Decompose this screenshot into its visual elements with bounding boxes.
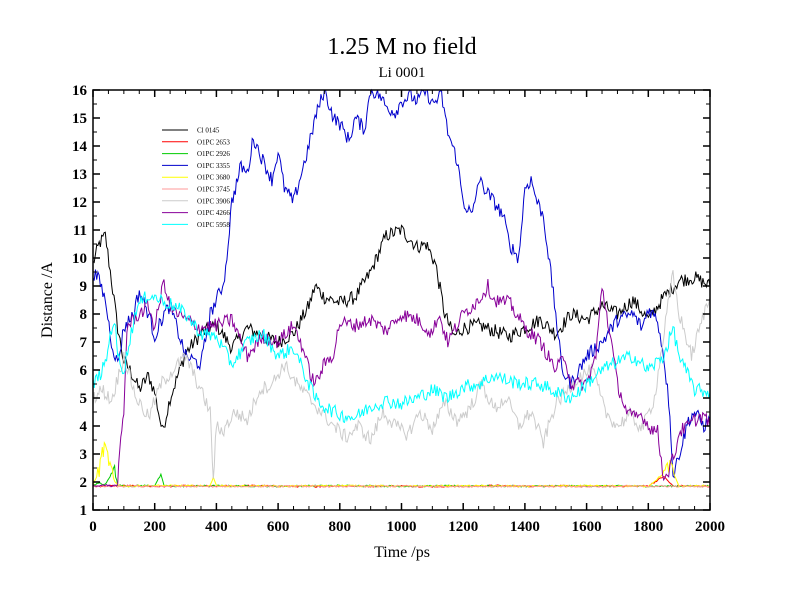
y-tick-label: 10 — [72, 251, 87, 267]
y-tick-label: 4 — [80, 419, 88, 435]
y-tick-label: 9 — [80, 279, 88, 295]
series-line-6 — [92, 270, 711, 479]
legend: Cl 0145 O1PC 2653 O1PC 2926 O1PC 3355 O1PC 3… — [162, 127, 230, 229]
y-tick-label: 11 — [73, 223, 87, 239]
x-axis-label: Time /ps — [374, 544, 430, 561]
x-tick-label: 1000 — [387, 519, 417, 535]
chart-subtitle: Li 0001 — [378, 65, 425, 81]
y-axis-label: Distance /A — [39, 262, 56, 338]
y-tick-label: 15 — [72, 111, 87, 127]
series-line-0 — [92, 224, 711, 428]
series-line-7 — [92, 279, 711, 488]
x-tick-label: 0 — [89, 519, 97, 535]
y-tick-label: 12 — [72, 195, 87, 211]
legend-label: O1PC 3906 — [197, 197, 230, 205]
y-tick-label: 2 — [80, 475, 88, 491]
y-tick-label: 1 — [80, 503, 88, 519]
series-line-2 — [92, 463, 711, 488]
x-tick-label: 1200 — [448, 519, 478, 535]
series-line-4 — [92, 440, 711, 488]
legend-label: O1PC 2653 — [197, 138, 230, 146]
series-layer — [92, 88, 711, 489]
legend-label: O1PC 3355 — [197, 162, 230, 170]
x-tick-label: 200 — [143, 519, 166, 535]
chart-title: 1.25 M no field — [327, 34, 476, 60]
x-tick-label: 400 — [205, 519, 228, 535]
legend-label: O1PC 2926 — [197, 150, 230, 158]
series-line-8 — [92, 291, 711, 424]
legend-label: O1PC 5958 — [197, 221, 230, 229]
legend-label: O1PC 3680 — [197, 174, 230, 182]
y-tick-label: 16 — [72, 83, 88, 99]
plot-frame — [92, 89, 711, 511]
legend-label: O1PC 3745 — [197, 186, 230, 194]
y-tick-label: 14 — [72, 139, 88, 155]
x-tick-label: 1600 — [572, 519, 602, 535]
y-tick-label: 5 — [80, 391, 88, 407]
y-tick-label: 13 — [72, 167, 87, 183]
series-line-5 — [92, 484, 711, 489]
legend-label: Cl 0145 — [197, 127, 220, 135]
x-tick-label: 2000 — [695, 519, 725, 535]
y-tick-label: 3 — [80, 447, 88, 463]
x-tick-label: 1800 — [633, 519, 663, 535]
y-tick-label: 6 — [80, 363, 88, 379]
y-tick-label: 8 — [80, 307, 88, 323]
x-tick-label: 1400 — [510, 519, 540, 535]
x-tick-label: 600 — [267, 519, 290, 535]
y-tick-label: 7 — [80, 335, 88, 351]
legend-label: O1PC 4266 — [197, 209, 230, 217]
axis-layer: 0 200 400 600 800 1000 1200 1400 1600 1800 2000123… — [72, 83, 725, 535]
x-tick-label: 800 — [329, 519, 352, 535]
series-line-3 — [92, 88, 711, 479]
